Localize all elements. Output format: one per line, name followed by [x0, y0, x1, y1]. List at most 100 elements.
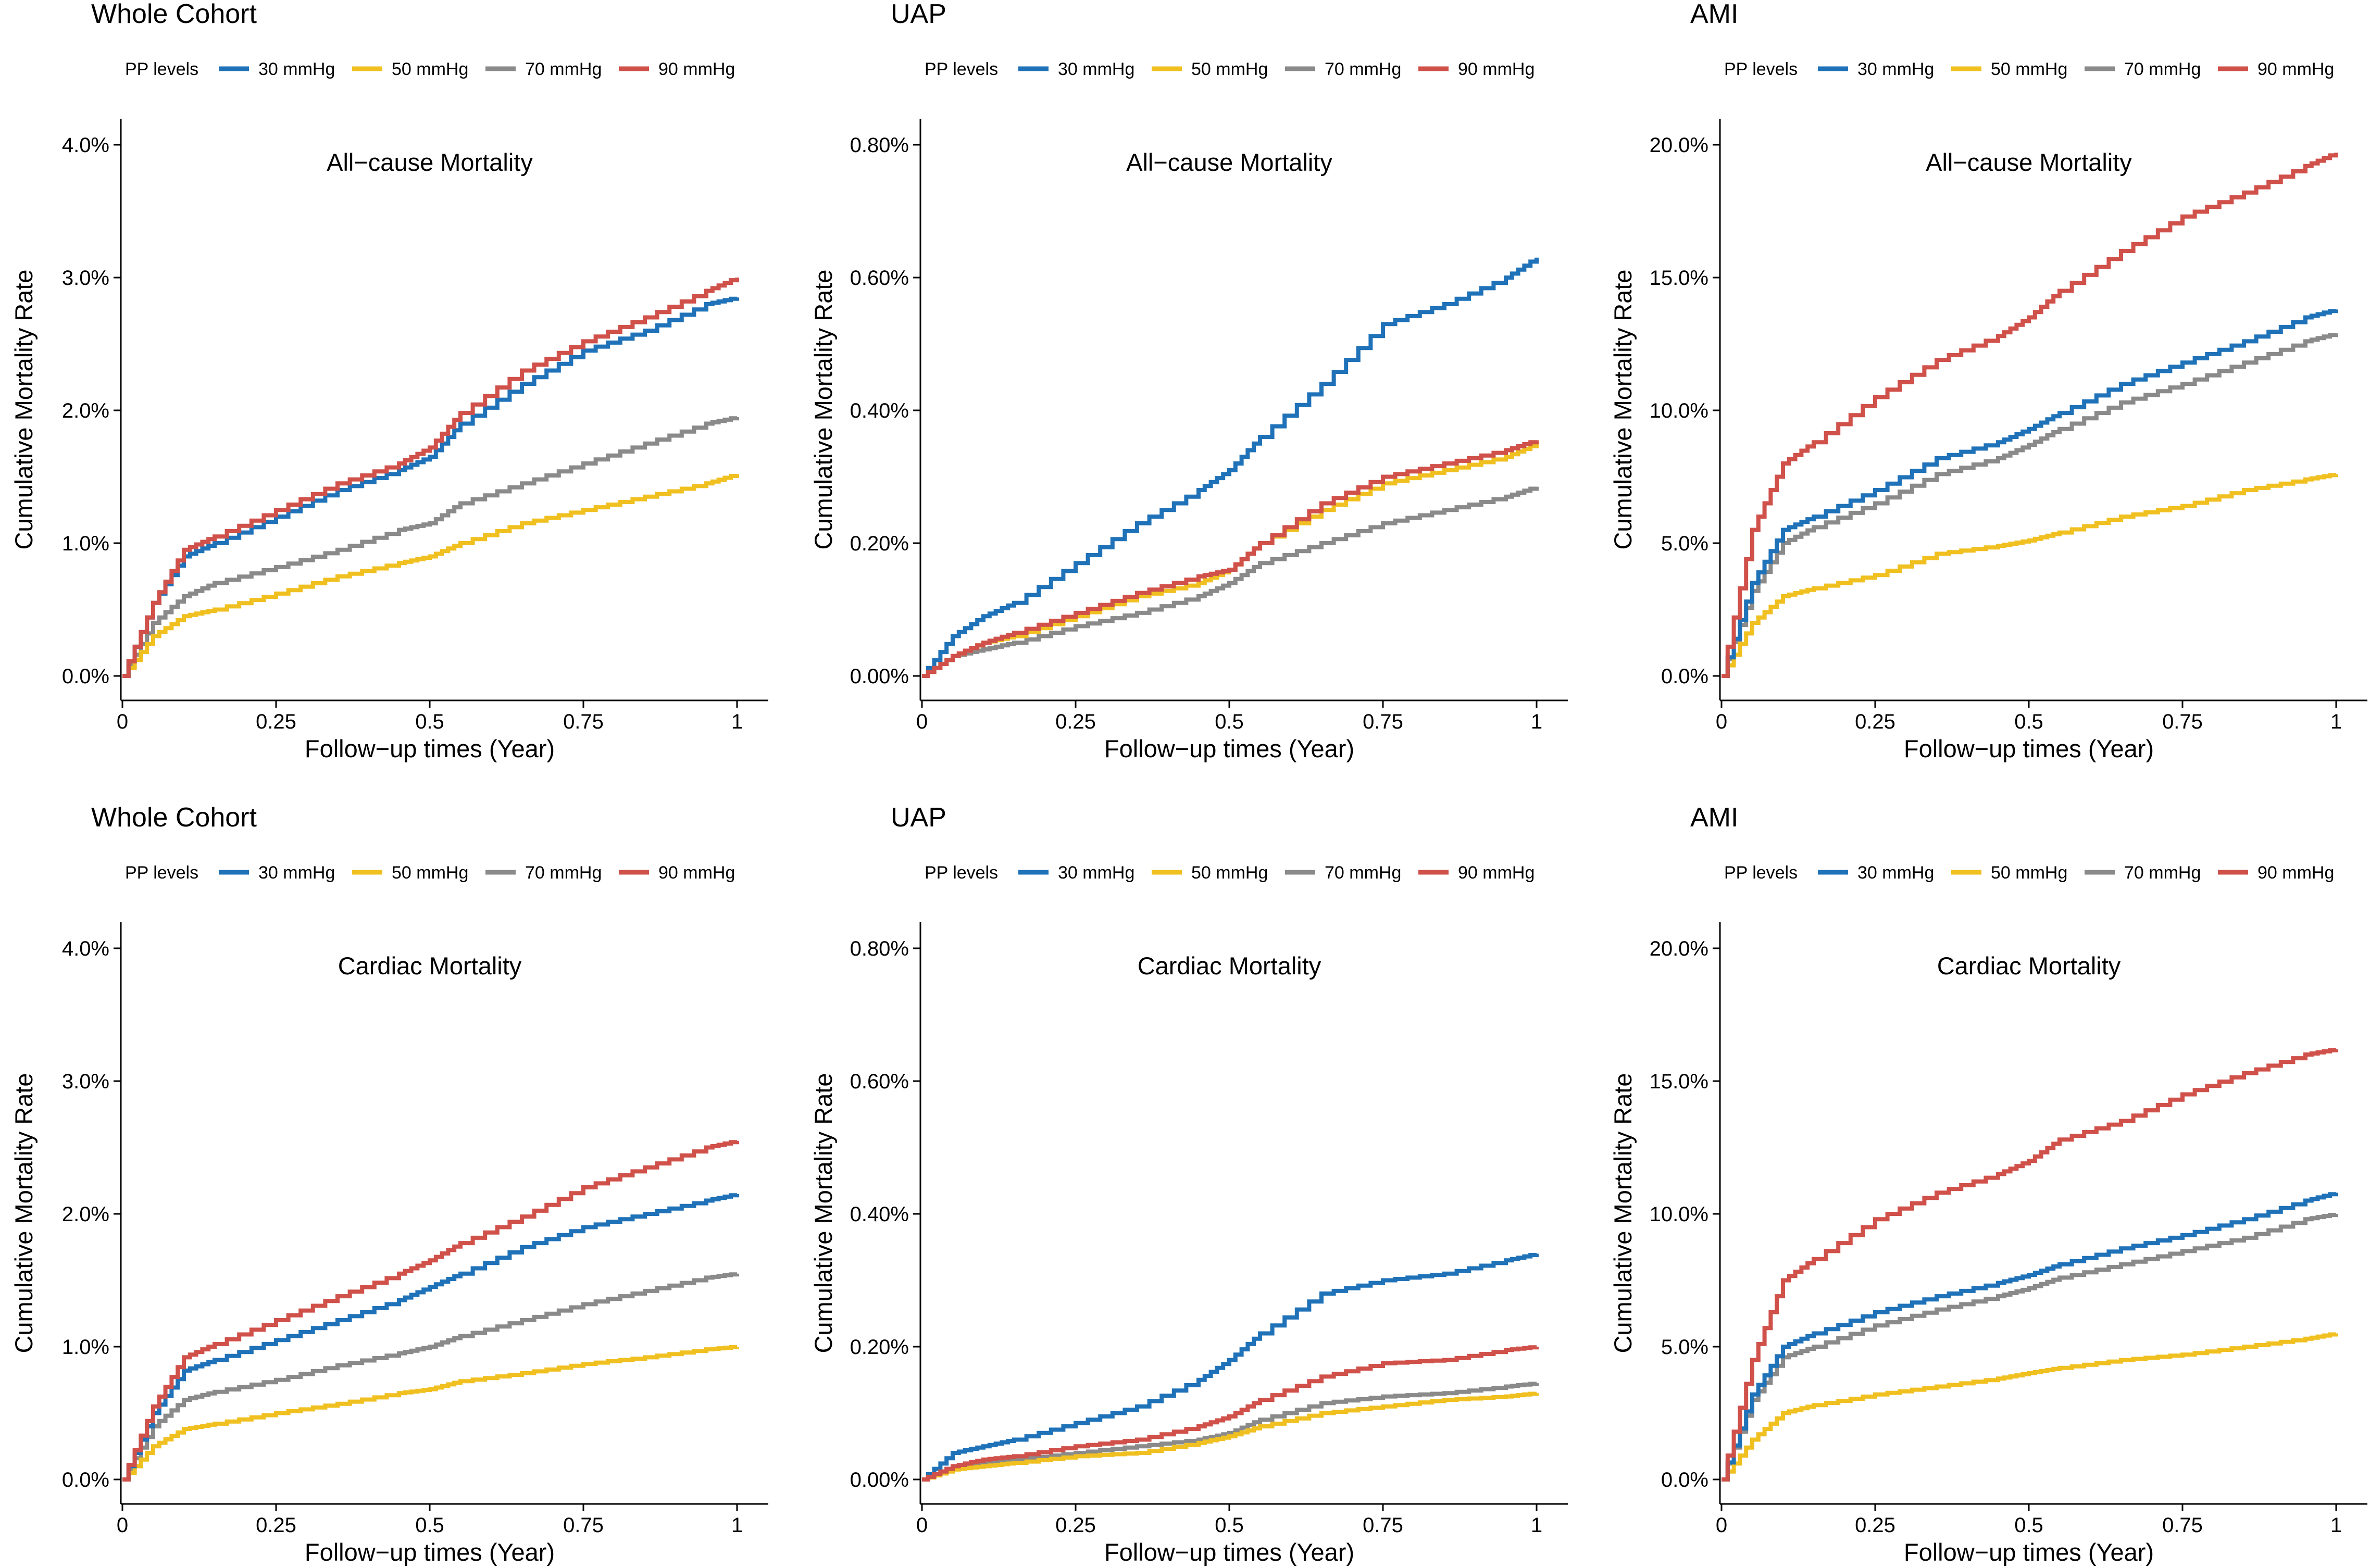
series-line-30-mmhg	[922, 1253, 1539, 1482]
panel-title: AMI	[1690, 802, 1738, 833]
y-tick-label: 0.60%	[850, 267, 909, 290]
series-line-30-mmhg	[1722, 309, 2338, 678]
legend-label: 90 mmHg	[658, 863, 735, 883]
legend-label: 30 mmHg	[1058, 863, 1134, 883]
panel-5: UAP PP levels 30 mmHg 50 mmHg 70 mmHg 90 mmHg…	[809, 802, 1568, 1566]
plot-subtitle: All−cause Mortality	[1126, 148, 1332, 176]
y-tick-label: 0.0%	[1661, 1469, 1708, 1491]
panel-3: AMI PP levels 30 mmHg 50 mmHg 70 mmHg 90 mmHg…	[1609, 0, 2367, 762]
y-axis-title: Cumulative Mortality Rate	[1609, 1073, 1637, 1353]
y-tick-label: 1.0%	[62, 532, 109, 555]
x-axis-title: Follow−up times (Year)	[1904, 735, 2154, 762]
y-axis-title: Cumulative Mortality Rate	[809, 1073, 837, 1353]
x-tick-label: 1	[1531, 710, 1542, 733]
x-tick-label: 0.5	[1215, 710, 1244, 733]
series-line-90-mmhg	[1722, 1048, 2338, 1482]
x-axis-title: Follow−up times (Year)	[1104, 735, 1354, 762]
y-tick-label: 15.0%	[1650, 1070, 1708, 1093]
series-line-90-mmhg	[122, 278, 739, 678]
panel-title: UAP	[891, 802, 946, 833]
panel-4: Whole Cohort PP levels 30 mmHg 50 mmHg 70 mm…	[10, 802, 768, 1566]
legend-title: PP levels	[925, 863, 998, 883]
series-line-90-mmhg	[122, 1140, 739, 1482]
panel-2: UAP PP levels 30 mmHg 50 mmHg 70 mmHg 90 mmHg…	[809, 0, 1568, 762]
y-tick-label: 0.20%	[850, 532, 909, 555]
y-tick-label: 0.00%	[850, 1469, 909, 1491]
y-tick-label: 3.0%	[62, 267, 109, 290]
x-axis-title: Follow−up times (Year)	[1904, 1538, 2154, 1566]
legend: PP levels 30 mmHg 50 mmHg 70 mmHg 90 mmHg	[925, 863, 1535, 883]
x-tick-label: 0.75	[2162, 710, 2203, 733]
x-tick-label: 0.75	[563, 1514, 604, 1537]
plot-subtitle: All−cause Mortality	[1926, 148, 2132, 176]
y-tick-label: 20.0%	[1650, 134, 1708, 157]
plot-subtitle: Cardiac Mortality	[338, 952, 522, 980]
series-line-70-mmhg	[922, 486, 1539, 678]
y-tick-label: 1.0%	[62, 1336, 109, 1359]
legend-title: PP levels	[125, 863, 198, 883]
legend-label: 70 mmHg	[525, 59, 602, 79]
panel-1: Whole Cohort PP levels 30 mmHg 50 mmHg 70 mm…	[10, 0, 768, 762]
legend-title: PP levels	[1724, 59, 1798, 79]
legend-label: 70 mmHg	[1325, 863, 1401, 883]
legend-label: 30 mmHg	[258, 863, 335, 883]
legend-title: PP levels	[1724, 863, 1798, 883]
y-tick-label: 4.0%	[62, 937, 109, 960]
legend-label: 90 mmHg	[1458, 59, 1535, 79]
y-axis-title: Cumulative Mortality Rate	[809, 269, 837, 549]
series-line-70-mmhg	[122, 416, 739, 678]
series-line-70-mmhg	[1722, 333, 2338, 678]
x-tick-label: 1	[1531, 1514, 1542, 1537]
legend-label: 70 mmHg	[2124, 59, 2201, 79]
legend-label: 50 mmHg	[392, 863, 468, 883]
y-tick-label: 10.0%	[1650, 399, 1708, 422]
x-axis-title: Follow−up times (Year)	[305, 735, 555, 762]
legend-label: 50 mmHg	[1191, 863, 1268, 883]
x-tick-label: 1	[731, 710, 743, 733]
x-tick-label: 0	[916, 1514, 928, 1537]
legend: PP levels 30 mmHg 50 mmHg 70 mmHg 90 mmHg	[125, 863, 735, 883]
x-tick-label: 0.75	[1363, 710, 1403, 733]
series-line-30-mmhg	[122, 296, 739, 678]
legend-title: PP levels	[125, 59, 198, 79]
series-line-90-mmhg	[922, 440, 1539, 678]
x-tick-label: 0.5	[2014, 1514, 2043, 1537]
legend-label: 90 mmHg	[658, 59, 735, 79]
y-tick-label: 2.0%	[62, 1203, 109, 1226]
y-tick-label: 0.0%	[62, 1469, 109, 1491]
plot-subtitle: All−cause Mortality	[327, 148, 533, 176]
series-line-70-mmhg	[122, 1272, 739, 1482]
y-tick-label: 5.0%	[1661, 1336, 1708, 1359]
y-tick-label: 0.20%	[850, 1336, 909, 1359]
y-tick-label: 2.0%	[62, 399, 109, 422]
x-axis-title: Follow−up times (Year)	[305, 1538, 555, 1566]
legend: PP levels 30 mmHg 50 mmHg 70 mmHg 90 mmHg	[925, 59, 1535, 79]
y-tick-label: 0.40%	[850, 1203, 909, 1226]
x-tick-label: 0.25	[1855, 710, 1895, 733]
y-tick-label: 0.00%	[850, 665, 909, 688]
panel-title: AMI	[1690, 0, 1738, 29]
x-axis-title: Follow−up times (Year)	[1104, 1538, 1354, 1566]
x-tick-label: 0.75	[2162, 1514, 2203, 1537]
x-tick-label: 0	[1716, 1514, 1727, 1537]
legend-label: 50 mmHg	[1991, 59, 2067, 79]
x-tick-label: 0.75	[1363, 1514, 1403, 1537]
legend-label: 90 mmHg	[1458, 863, 1535, 883]
y-tick-label: 0.0%	[62, 665, 109, 688]
y-tick-label: 4.0%	[62, 134, 109, 157]
x-tick-label: 0.5	[415, 710, 444, 733]
y-tick-label: 0.80%	[850, 134, 909, 157]
y-tick-label: 3.0%	[62, 1070, 109, 1093]
legend-label: 70 mmHg	[525, 863, 602, 883]
series-line-70-mmhg	[1722, 1213, 2338, 1482]
x-tick-label: 1	[2330, 1514, 2342, 1537]
legend-label: 70 mmHg	[1325, 59, 1401, 79]
panel-title: UAP	[891, 0, 946, 29]
y-tick-label: 10.0%	[1650, 1203, 1708, 1226]
legend-title: PP levels	[925, 59, 998, 79]
y-tick-label: 0.60%	[850, 1070, 909, 1093]
x-tick-label: 0.25	[256, 1514, 296, 1537]
x-tick-label: 0.25	[256, 710, 296, 733]
legend-label: 30 mmHg	[258, 59, 335, 79]
